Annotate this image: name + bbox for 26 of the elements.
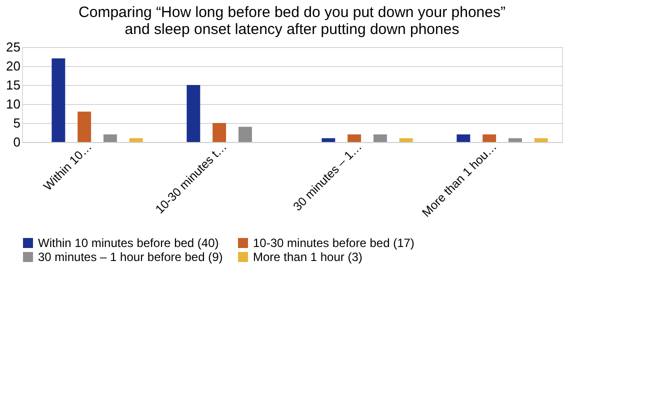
y-tick-label: 10 xyxy=(6,96,20,112)
bar xyxy=(238,126,252,142)
bar xyxy=(534,138,548,142)
bar xyxy=(78,112,92,142)
y-tick-label: 20 xyxy=(6,58,20,74)
bar xyxy=(348,134,362,142)
bar xyxy=(52,58,66,142)
y-tick-label: 5 xyxy=(13,116,20,130)
bar xyxy=(129,138,143,142)
bar xyxy=(322,138,336,142)
bar xyxy=(508,138,522,142)
y-tick-label: 0 xyxy=(13,134,20,150)
legend-label: Within 10 minutes before bed (40) xyxy=(38,236,219,250)
legend-label: 10-30 minutes before bed (17) xyxy=(253,236,414,250)
y-tick-label: 15 xyxy=(6,78,20,92)
chart-title: Comparing “How long before bed do you put down your phones” and sleep onset latency after putting down phones xyxy=(78,4,506,38)
bar xyxy=(373,134,387,142)
bar xyxy=(103,134,117,142)
y-tick-label: 25 xyxy=(6,40,20,54)
bar xyxy=(456,134,470,142)
bar xyxy=(482,134,496,142)
legend-label: 30 minutes – 1 hour before bed (9) xyxy=(38,250,223,264)
bar xyxy=(399,138,413,142)
legend-label: More than 1 hour (3) xyxy=(253,250,362,264)
bar xyxy=(212,123,226,142)
bar xyxy=(186,85,200,142)
